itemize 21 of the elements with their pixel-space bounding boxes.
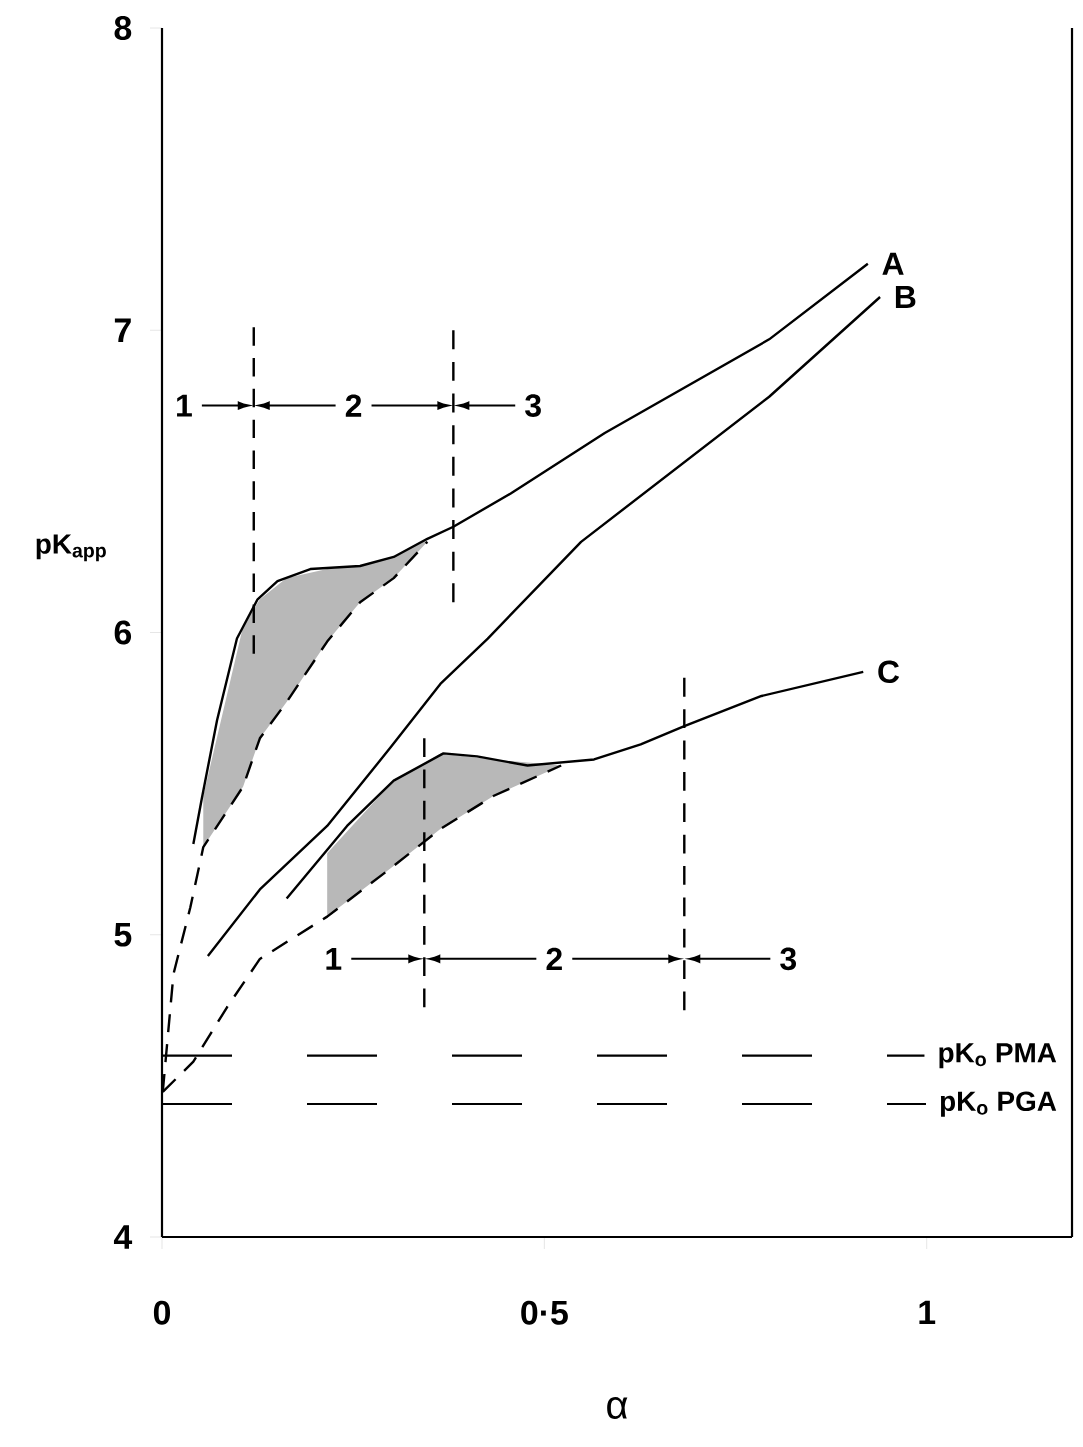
- ref-line-label: pK$_{o}$ PMA: [939, 1043, 1057, 1069]
- y-tick-label: 8: [114, 16, 132, 41]
- y-tick-label: 6: [114, 620, 132, 645]
- x-axis-title: α: [607, 1397, 628, 1419]
- y-tick-label: 7: [114, 318, 131, 342]
- annotation: 3: [780, 947, 797, 971]
- x-tick-label: 0·5: [521, 1300, 568, 1325]
- y-axis-title: pK$_{app}$: [36, 534, 106, 562]
- annotation: 1: [177, 394, 192, 417]
- series-label: B: [895, 286, 916, 308]
- y-tick-label: 4: [113, 1225, 133, 1249]
- x-tick-label: 1: [919, 1300, 936, 1325]
- annotation: 2: [345, 394, 362, 417]
- series-label: A: [882, 252, 904, 275]
- annotation: 1: [326, 947, 342, 970]
- x-tick-label: 0: [153, 1300, 171, 1325]
- series-label: C: [878, 660, 900, 684]
- annotation: 2: [546, 947, 562, 970]
- y-tick-label: 5: [114, 922, 132, 947]
- ref-line-label: pK$_{o}$ PGA: [940, 1091, 1057, 1117]
- annotation: 3: [525, 394, 541, 417]
